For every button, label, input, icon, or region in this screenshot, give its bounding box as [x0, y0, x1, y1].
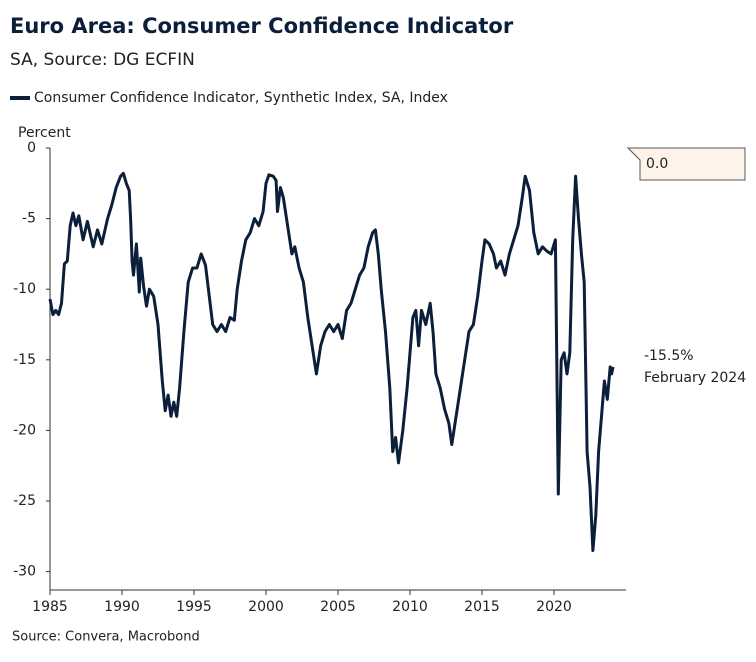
y-tick-label: -15 — [13, 352, 36, 368]
x-tick-label: 1995 — [176, 599, 212, 615]
annotation-box — [626, 147, 746, 181]
x-tick-label: 2005 — [320, 599, 356, 615]
y-tick-label: -20 — [13, 422, 36, 438]
y-axis-label: Percent — [18, 125, 71, 141]
y-tick-label: -5 — [22, 211, 36, 227]
y-tick-label: -25 — [13, 493, 36, 509]
x-tick-label: 1990 — [104, 599, 140, 615]
chart-subtitle: SA, Source: DG ECFIN — [10, 50, 195, 70]
x-tick-label: 2010 — [392, 599, 428, 615]
x-tick-label: 2000 — [248, 599, 284, 615]
y-tick-label: -10 — [13, 281, 36, 297]
legend-label: Consumer Confidence Indicator, Synthetic… — [34, 90, 448, 106]
line-series — [48, 171, 615, 552]
annotation: -15.5% — [644, 348, 694, 364]
annotation: 0.0 — [646, 156, 668, 172]
source: Source: Convera, Macrobond — [12, 630, 200, 645]
annotation: February 2024 — [644, 370, 746, 386]
y-tick-label: 0 — [27, 140, 36, 156]
chart-title: Euro Area: Consumer Confidence Indicator — [10, 14, 514, 38]
x-tick-label: 2015 — [464, 599, 500, 615]
y-tick-label: -30 — [13, 564, 36, 580]
x-tick-label: 2020 — [536, 599, 572, 615]
x-tick-label: 1985 — [32, 599, 68, 615]
